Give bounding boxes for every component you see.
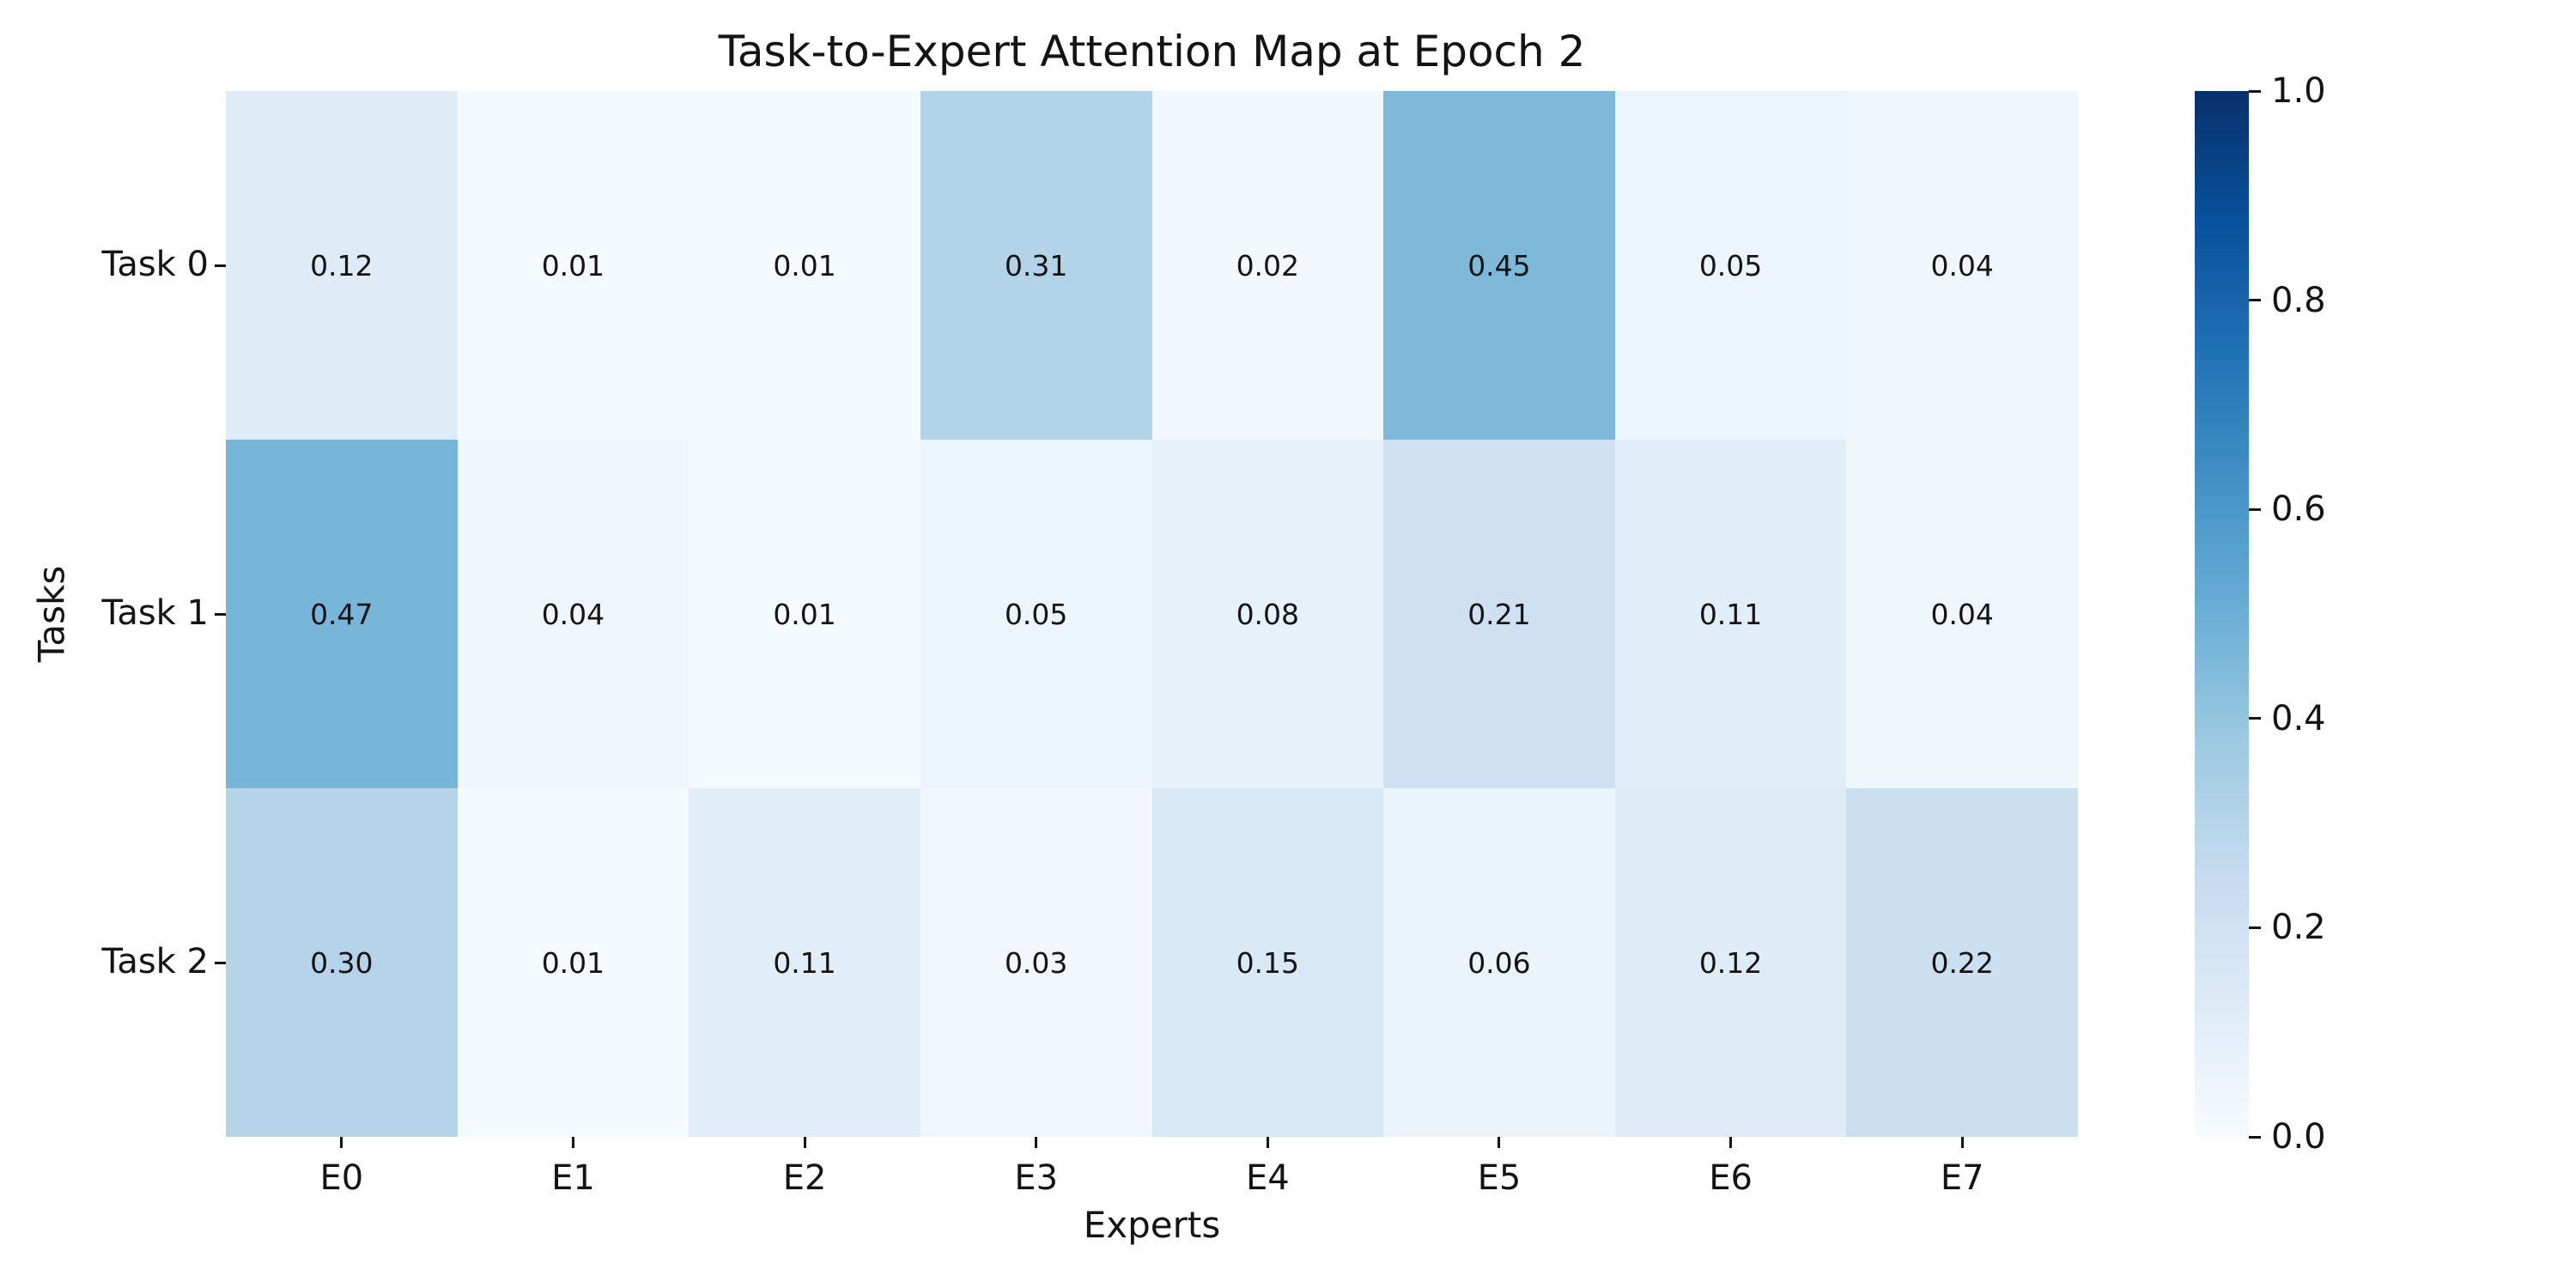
heatmap-cell-task2-e7: 0.22 xyxy=(1846,788,2078,1137)
chart-title: Task-to-Expert Attention Map at Epoch 2 xyxy=(718,27,1586,76)
x-tick-label-e0: E0 xyxy=(319,1158,364,1198)
colorbar-tick-label-1.0: 1.0 xyxy=(2271,71,2326,111)
colorbar-tick-label-0.8: 0.8 xyxy=(2271,280,2326,320)
x-tick-mark xyxy=(1960,1137,1964,1148)
heatmap-cell-task1-e2: 0.01 xyxy=(689,440,920,788)
heatmap-cell-task1-e1: 0.04 xyxy=(457,440,690,788)
x-tick-label-e6: E6 xyxy=(1709,1158,1753,1198)
heatmap-cell-task2-e3: 0.03 xyxy=(920,788,1152,1137)
x-tick-label-e7: E7 xyxy=(1940,1158,1984,1198)
heatmap-cell-task0-e4: 0.02 xyxy=(1151,91,1384,440)
heatmap-cell-task0-e5: 0.45 xyxy=(1383,91,1615,440)
heatmap-cell-task1-e6: 0.11 xyxy=(1614,440,1847,788)
x-tick-mark xyxy=(803,1137,806,1148)
x-tick-mark xyxy=(571,1137,574,1148)
colorbar-tick-mark xyxy=(2249,89,2261,93)
colorbar-tick-mark xyxy=(2249,299,2261,302)
x-tick-mark xyxy=(1266,1137,1269,1148)
x-tick-label-e3: E3 xyxy=(1014,1158,1059,1198)
colorbar-tick-label-0.6: 0.6 xyxy=(2271,489,2326,530)
y-tick-label-task2: Task 2 xyxy=(101,942,210,982)
heatmap-cell-task0-e2: 0.01 xyxy=(689,91,920,440)
heatmap-cell-task2-e1: 0.01 xyxy=(457,788,690,1137)
colorbar-tick-label-0.4: 0.4 xyxy=(2271,698,2326,738)
y-tick-mark xyxy=(215,961,226,964)
heatmap-cell-task1-e7: 0.04 xyxy=(1846,440,2078,788)
colorbar xyxy=(2195,91,2249,1137)
x-tick-mark xyxy=(1729,1137,1733,1148)
x-tick-label-e5: E5 xyxy=(1477,1158,1522,1198)
heatmap-cell-task2-e4: 0.15 xyxy=(1151,788,1384,1137)
heatmap-grid: 0.12 0.01 0.01 0.31 0.02 0.45 0.05 0.04 0.47 0.04… xyxy=(226,91,2078,1137)
y-tick-mark xyxy=(215,612,226,616)
heatmap-cell-task0-e3: 0.31 xyxy=(920,91,1152,440)
heatmap-cell-task0-e7: 0.04 xyxy=(1846,91,2078,440)
x-tick-mark xyxy=(1035,1137,1038,1148)
colorbar-tick-mark xyxy=(2249,717,2261,720)
colorbar-tick-mark xyxy=(2249,926,2261,929)
heatmap-cell-task1-e0: 0.47 xyxy=(226,440,458,788)
heatmap-cell-task2-e5: 0.06 xyxy=(1383,788,1615,1137)
y-tick-mark xyxy=(215,264,226,267)
y-tick-label-task0: Task 0 xyxy=(101,245,210,285)
x-tick-label-e1: E1 xyxy=(551,1158,595,1198)
y-tick-label-task1: Task 1 xyxy=(101,593,210,634)
colorbar-tick-mark xyxy=(2249,1135,2261,1139)
x-tick-label-e2: E2 xyxy=(782,1158,827,1198)
heatmap-cell-task2-e0: 0.30 xyxy=(226,788,458,1137)
colorbar-tick-label-0.0: 0.0 xyxy=(2271,1117,2326,1157)
heatmap-cell-task2-e2: 0.11 xyxy=(689,788,920,1137)
colorbar-tick-mark xyxy=(2249,507,2261,511)
heatmap-cell-task1-e4: 0.08 xyxy=(1151,440,1384,788)
heatmap-cell-task0-e0: 0.12 xyxy=(226,91,458,440)
x-tick-mark xyxy=(340,1137,343,1148)
x-axis-label: Experts xyxy=(1083,1204,1221,1246)
heatmap-cell-task0-e6: 0.05 xyxy=(1614,91,1847,440)
heatmap-cell-task1-e3: 0.05 xyxy=(920,440,1152,788)
heatmap-cell-task2-e6: 0.12 xyxy=(1614,788,1847,1137)
colorbar-tick-label-0.2: 0.2 xyxy=(2271,908,2326,948)
x-tick-label-e4: E4 xyxy=(1245,1158,1290,1198)
heatmap-cell-task1-e5: 0.21 xyxy=(1383,440,1615,788)
heatmap-cell-task0-e1: 0.01 xyxy=(457,91,690,440)
x-tick-mark xyxy=(1498,1137,1501,1148)
